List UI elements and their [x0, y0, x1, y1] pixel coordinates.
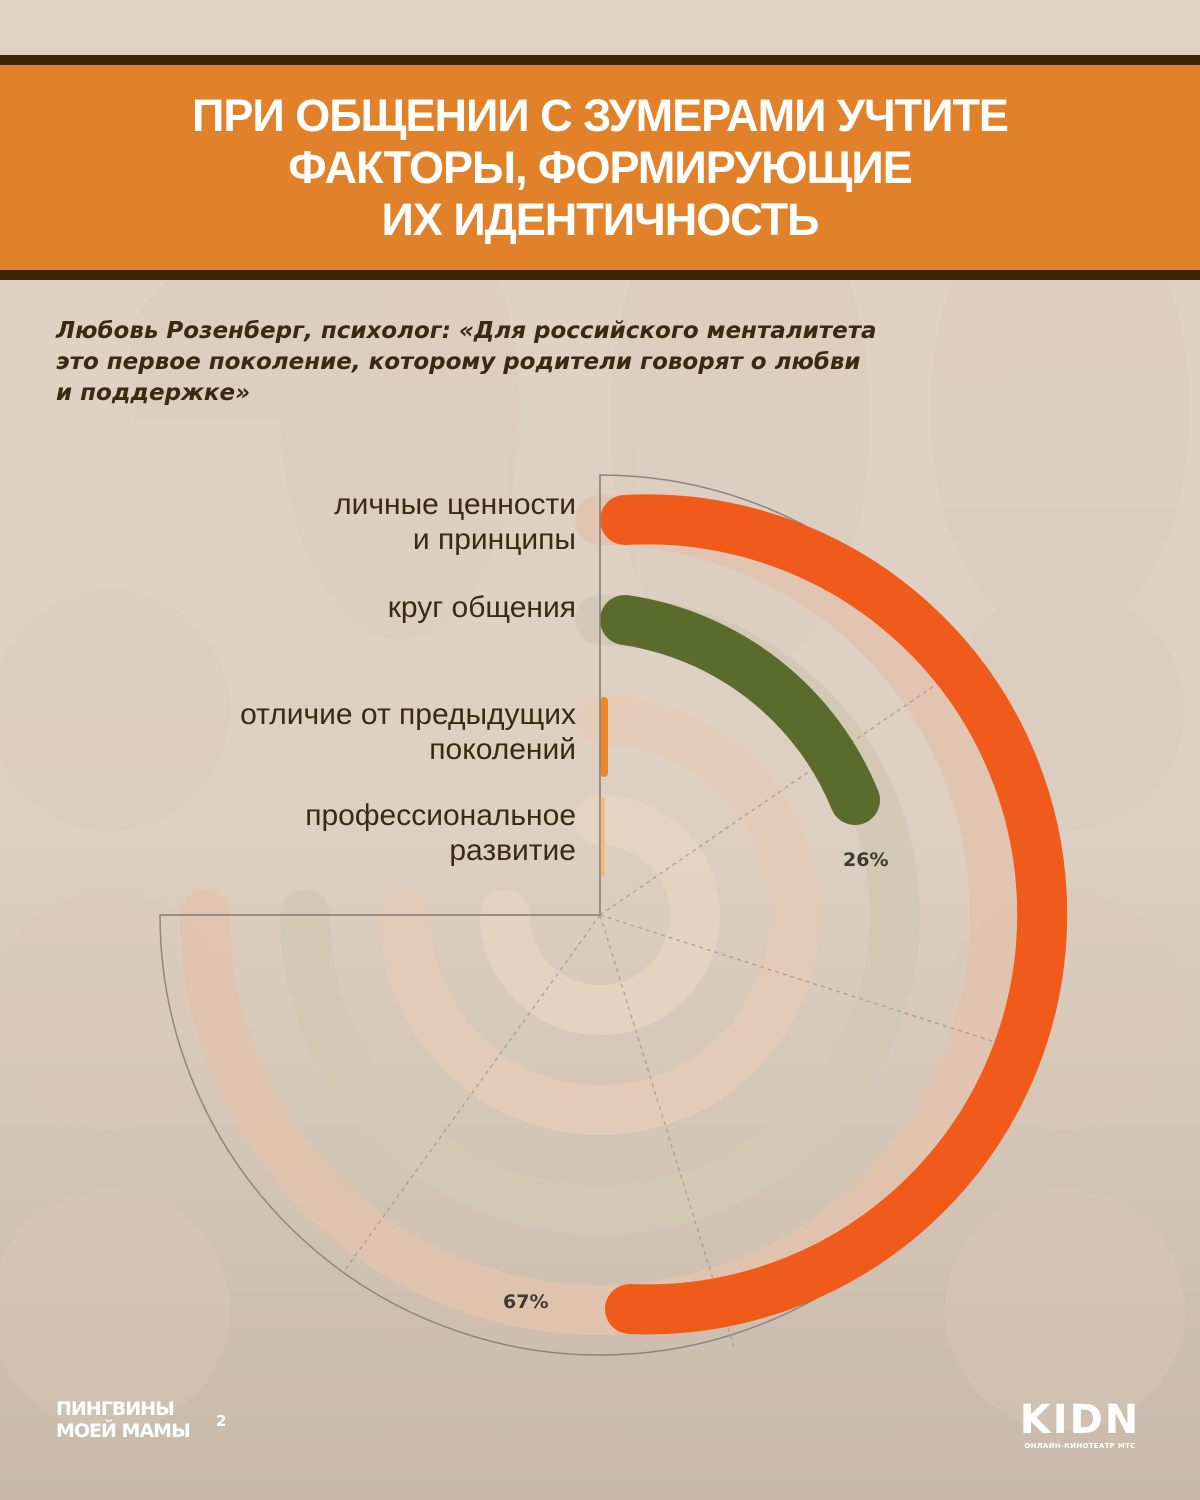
track-ring-1 [180, 495, 1020, 1335]
track-ring-3 [380, 695, 820, 1135]
logo-left-text: ПИНГВИНЫ МОЕЙ МАМЫ [56, 1398, 191, 1442]
bar-social-circle [600, 595, 880, 825]
bar-generational-difference [600, 697, 608, 777]
category-label-professional-development: профессиональное развитие [305, 799, 576, 867]
category-label-generational-difference: отличие от предыдущих поколений [240, 698, 576, 766]
category-label-personal-values: личные ценности и принципы [334, 488, 576, 556]
category-label-social-circle: круг общения [387, 591, 576, 624]
track-ring-4 [480, 795, 720, 1035]
bar-professional-development [600, 797, 605, 877]
logo-kion: KIDN ОНЛАЙН-КИНОТЕАТР МТС [1014, 1400, 1146, 1450]
value-label-social-circle: 26% [843, 849, 889, 871]
bar-personal-values [600, 494, 1068, 1335]
kion-subtitle: ОНЛАЙН-КИНОТЕАТР МТС [1024, 1442, 1136, 1450]
expert-quote: Любовь Розенберг, психолог: «Для российс… [56, 318, 877, 406]
title-banner: ПРИ ОБЩЕНИИ С ЗУМЕРАМИ УЧТИТЕ ФАКТОРЫ, Ф… [0, 55, 1200, 280]
logo-penguins-of-my-mom: ПИНГВИНЫ МОЕЙ МАМЫ 2 [56, 1398, 226, 1442]
page-title: ПРИ ОБЩЕНИИ С ЗУМЕРАМИ УЧТИТЕ ФАКТОРЫ, Ф… [192, 89, 1009, 245]
kion-wordmark: KIDN [1019, 1397, 1141, 1443]
value-label-personal-values: 67% [503, 1291, 549, 1313]
logo-left-superscript: 2 [216, 1412, 226, 1430]
